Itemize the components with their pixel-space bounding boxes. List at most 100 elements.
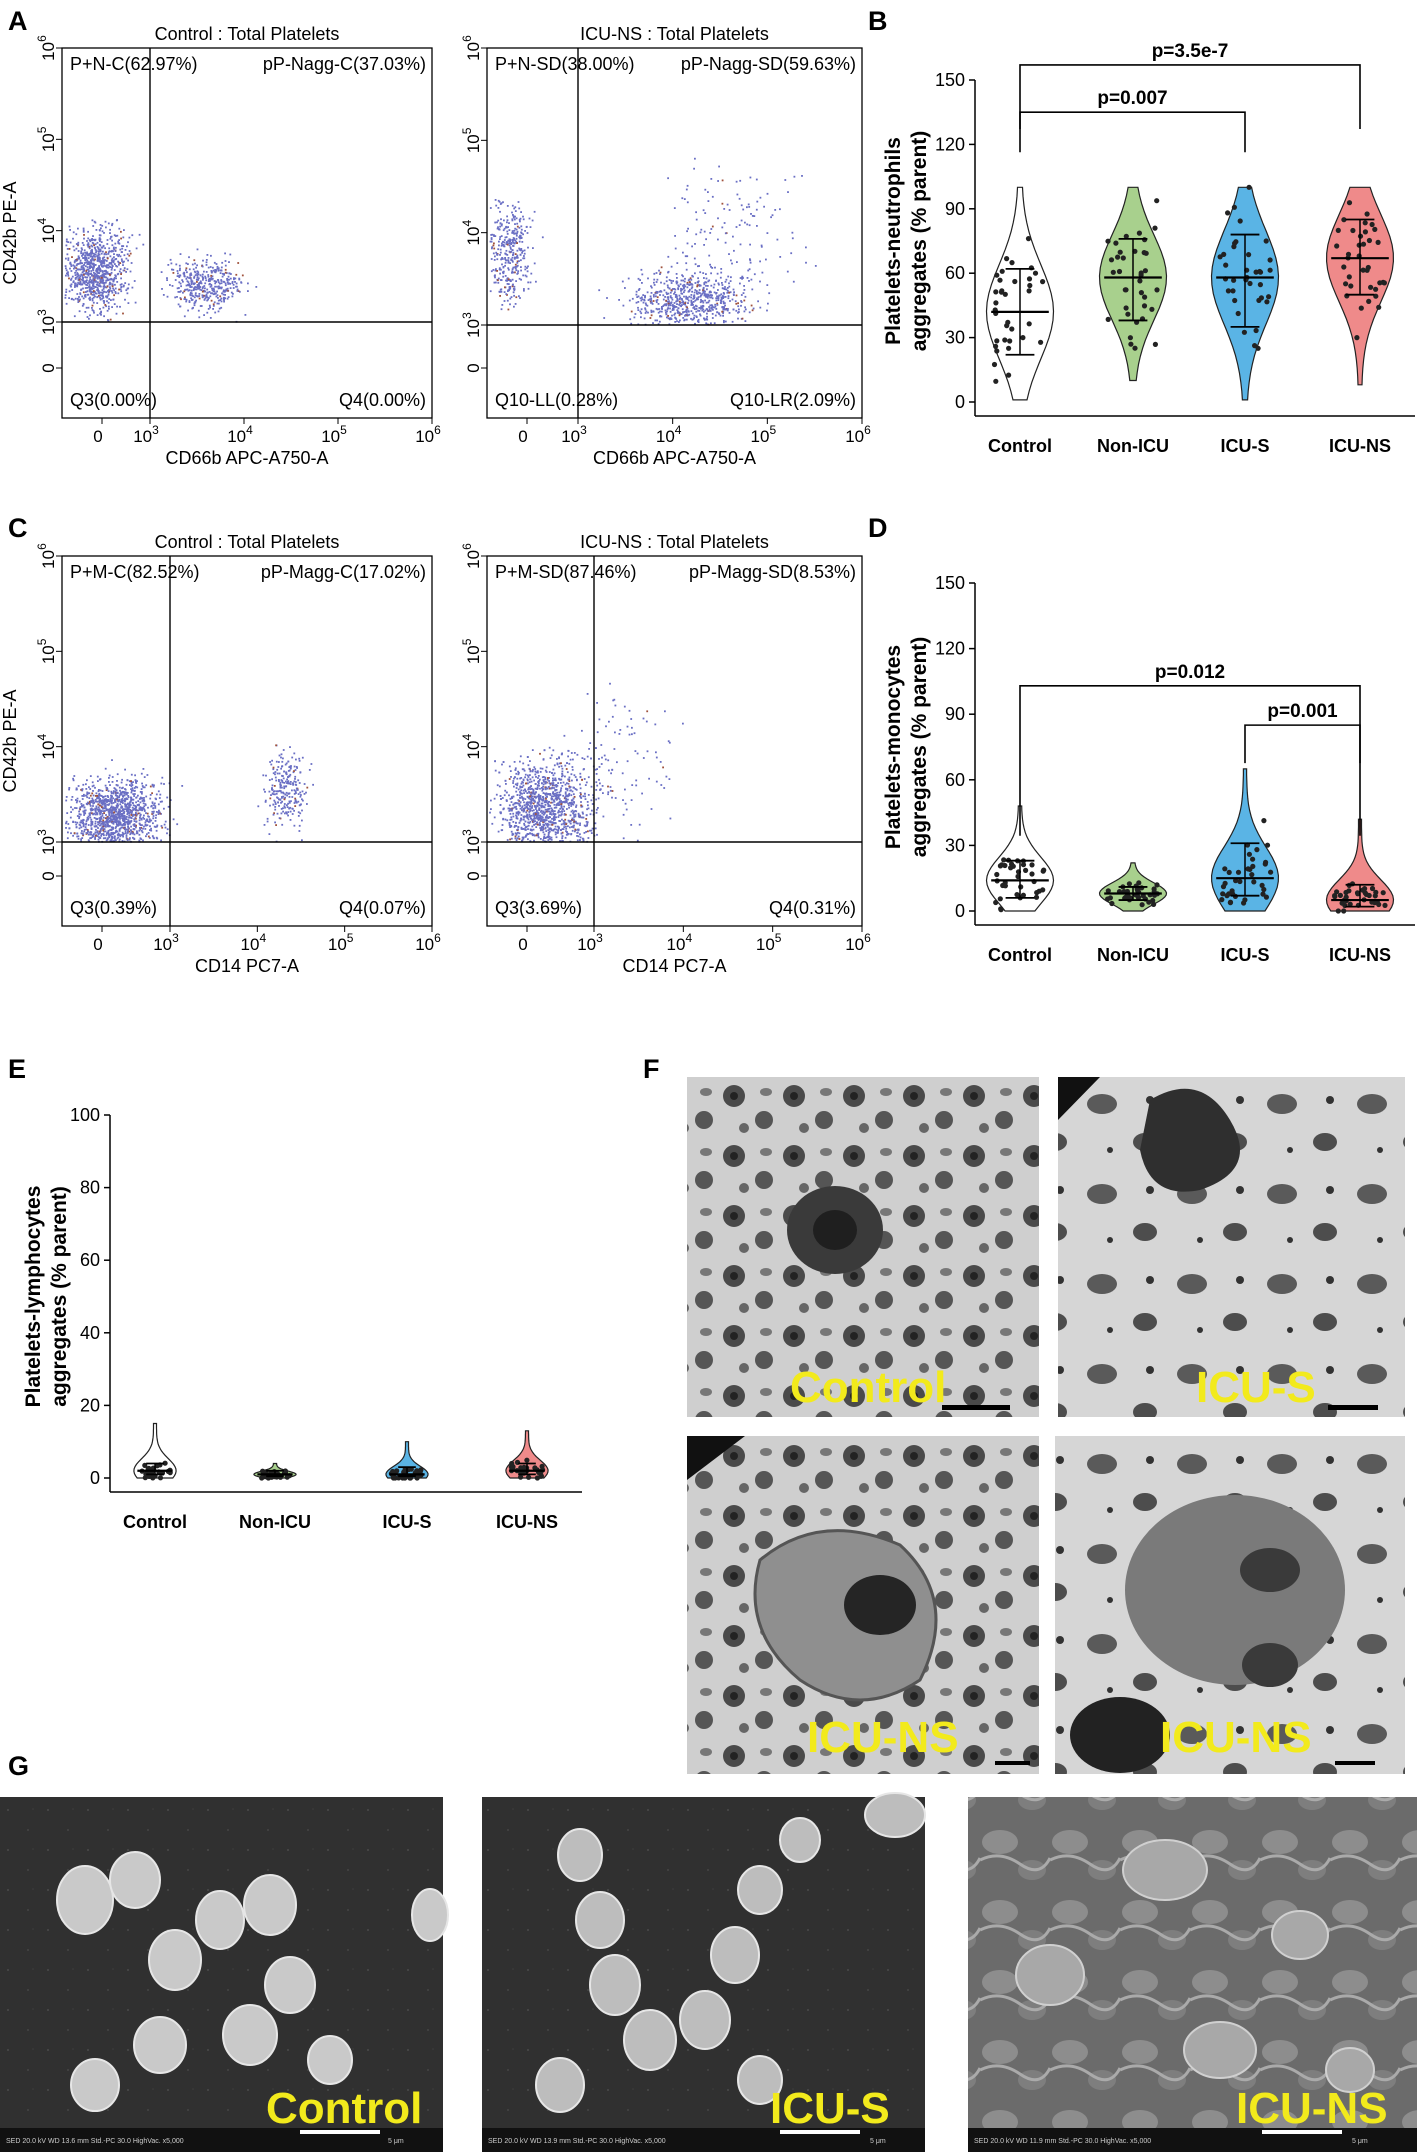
data-point <box>1257 282 1263 288</box>
data-point <box>1343 281 1349 287</box>
panel-letter-g: G <box>8 1751 29 1781</box>
data-point <box>1341 908 1347 914</box>
flow-plot-a-control: Control : Total Platelets P+N-C(62.97%) pP… <box>0 24 441 468</box>
data-point <box>1222 880 1228 887</box>
data-point <box>1231 277 1237 283</box>
data-point <box>1373 293 1379 299</box>
category-label: ICU-S <box>1221 436 1270 456</box>
panel-letter-e: E <box>8 1054 26 1084</box>
data-point <box>510 1464 516 1470</box>
y-tick-label: 104 <box>460 734 483 760</box>
data-point <box>1002 883 1009 889</box>
data-point <box>1258 295 1264 301</box>
x-tick-label: 105 <box>321 423 347 446</box>
data-point <box>1221 251 1227 257</box>
x-tick-label: 0 <box>518 935 527 954</box>
sem-image-icu-ns: SED 20.0 kV WD 11.9 mm Std.-PC 30.0 High… <box>968 1797 1417 2152</box>
data-point <box>1120 255 1126 261</box>
y-tick-label: 104 <box>35 218 58 244</box>
data-point <box>1261 818 1267 824</box>
data-point <box>1227 899 1234 905</box>
panel-letter-b: B <box>868 6 888 36</box>
flow-plot-c-icu-ns: ICU-NS : Total Platelets P+M-SD(87.46%) pP… <box>460 532 871 976</box>
p-value-label: p=3.5e-7 <box>1152 41 1229 62</box>
y-axis-label-line1: Platelets-neutrophils <box>882 137 905 345</box>
y-tick-label: 80 <box>80 1178 100 1198</box>
y-tick-label: 60 <box>80 1250 100 1270</box>
category-label: ICU-S <box>383 1512 432 1532</box>
data-point <box>1152 341 1158 347</box>
data-point <box>1152 225 1158 231</box>
y-tick-label: 120 <box>935 639 965 659</box>
data-point <box>1373 889 1379 896</box>
category-label: ICU-NS <box>1329 945 1391 965</box>
y-tick-label: 90 <box>945 704 965 724</box>
data-point <box>1026 288 1032 294</box>
data-point <box>1117 249 1123 255</box>
p-value-label: p=0.007 <box>1097 88 1167 109</box>
data-point <box>518 1474 524 1480</box>
violin-chart-lymphocytes: 0 20 40 60 80 100 Platelets-lymphocytes aggrega… <box>22 1105 582 1532</box>
y-axis-label-line1: Platelets-lymphocytes <box>22 1186 45 1408</box>
data-point <box>1004 256 1010 262</box>
data-point <box>1263 238 1269 244</box>
data-point <box>1225 210 1231 216</box>
data-point <box>1032 270 1039 276</box>
data-point <box>1376 304 1382 310</box>
data-point <box>1108 257 1115 263</box>
quadrant-label-top-right: pP-Magg-C(17.02%) <box>261 562 426 582</box>
data-point <box>991 361 998 368</box>
sem-scale-g1: 5 μm <box>388 2138 404 2145</box>
data-point <box>997 896 1003 902</box>
x-tick-label: 105 <box>751 423 777 446</box>
data-point <box>1345 251 1352 257</box>
x-tick-label: 104 <box>241 931 267 954</box>
data-point <box>1001 857 1007 863</box>
data-point <box>1113 240 1119 246</box>
data-point <box>1110 269 1116 275</box>
flow-plot-a-icu-ns: ICU-NS : Total Platelets P+N-SD(38.00%) pP… <box>460 24 871 468</box>
quadrant-label-bottom-left: Q3(0.39%) <box>70 898 157 918</box>
x-tick-label: 106 <box>415 423 441 446</box>
data-point <box>1366 298 1372 304</box>
data-point <box>1135 888 1141 894</box>
quadrant-label-top-left: P+N-SD(38.00%) <box>495 54 635 74</box>
data-point <box>998 289 1005 295</box>
y-tick-label: 100 <box>70 1105 100 1125</box>
x-tick-label: 104 <box>656 423 682 446</box>
sem-footer-g3: SED 20.0 kV WD 11.9 mm Std.-PC 30.0 High… <box>974 2138 1151 2145</box>
data-point <box>1346 274 1352 280</box>
data-point <box>998 907 1004 913</box>
data-point <box>1105 896 1111 902</box>
category-label: Non-ICU <box>1097 945 1169 965</box>
data-point <box>1232 297 1238 304</box>
data-point <box>1232 240 1238 246</box>
y-tick-label: 30 <box>945 328 965 348</box>
data-point <box>1009 326 1015 332</box>
quadrant-label-bottom-right: Q10-LR(2.09%) <box>730 390 856 410</box>
data-point <box>1334 243 1340 249</box>
y-tick-label: 106 <box>460 543 483 569</box>
data-point <box>390 1468 396 1475</box>
panel-letter-c: C <box>8 513 28 543</box>
data-point <box>993 289 999 295</box>
data-point <box>1138 290 1144 296</box>
quadrant-label-top-right: pP-Magg-SD(8.53%) <box>689 562 856 582</box>
sem-scale-g3: 5 μm <box>1352 2138 1368 2145</box>
y-tick-label: 0 <box>39 363 58 372</box>
data-point <box>1257 269 1264 275</box>
data-point <box>1006 372 1012 378</box>
x-tick-label: 0 <box>93 427 102 446</box>
data-point <box>1360 267 1366 273</box>
sem-footer-g2: SED 20.0 kV WD 13.9 mm Std.-PC 30.0 High… <box>488 2138 666 2145</box>
y-axis-label-line2: aggregates (% parent) <box>48 1186 71 1407</box>
quadrant-label-bottom-left: Q10-LL(0.28%) <box>495 390 618 410</box>
data-point <box>997 277 1003 283</box>
quadrant-label-top-right: pP-Nagg-SD(59.63%) <box>681 54 856 74</box>
data-point <box>1220 891 1226 897</box>
y-tick-label: 90 <box>945 199 965 219</box>
x-axis-label: CD14 PC7-A <box>622 956 726 976</box>
data-point <box>1247 280 1253 287</box>
data-point <box>1116 268 1123 275</box>
data-point <box>1125 311 1131 317</box>
